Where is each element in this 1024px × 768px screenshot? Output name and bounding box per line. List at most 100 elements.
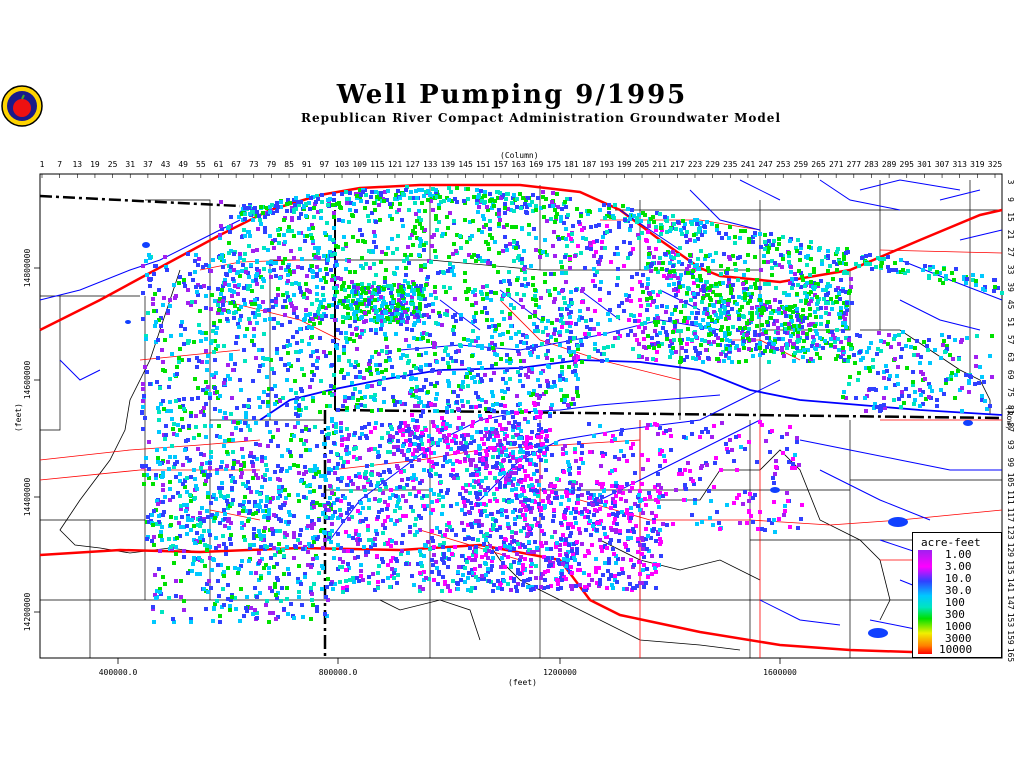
pumping-cell [283, 363, 287, 367]
pumping-cell [751, 338, 755, 342]
pumping-cell [151, 605, 155, 609]
pumping-cell [197, 359, 201, 363]
pumping-cell [195, 365, 199, 369]
pumping-cell [569, 310, 573, 314]
pumping-cell [722, 252, 726, 256]
pumping-cell [504, 509, 508, 513]
pumping-cell [795, 346, 799, 350]
pumping-cell [663, 252, 667, 256]
pumping-cell [200, 462, 204, 466]
pumping-cell [885, 369, 889, 373]
pumping-cell [523, 202, 527, 206]
pumping-cell [518, 192, 522, 196]
pumping-cell [537, 305, 541, 309]
pumping-cell [163, 255, 167, 259]
pumping-cell [190, 397, 194, 401]
pumping-cell [690, 311, 694, 315]
pumping-cell [431, 508, 435, 512]
pumping-cell [506, 582, 510, 586]
pumping-cell [167, 385, 171, 389]
pumping-cell [345, 483, 349, 487]
pumping-cell [520, 261, 524, 265]
pumping-cell [500, 297, 504, 301]
pumping-cell [637, 342, 641, 346]
pumping-cell [162, 510, 166, 514]
column-tick-label: 235 [723, 160, 738, 169]
pumping-cell [142, 482, 146, 486]
pumping-cell [168, 400, 172, 404]
pumping-cell [342, 299, 346, 303]
pumping-cell [288, 343, 292, 347]
pumping-cell [400, 294, 404, 298]
pumping-cell [893, 383, 897, 387]
pumping-cell [231, 277, 235, 281]
pumping-cell [511, 428, 515, 432]
pumping-cell [367, 283, 371, 287]
column-tick-label: 217 [670, 160, 685, 169]
pumping-cell [395, 247, 399, 251]
pumping-cell [407, 261, 411, 265]
pumping-cell [372, 397, 376, 401]
pumping-cell [581, 236, 585, 240]
pumping-cell [368, 369, 372, 373]
pumping-cell [205, 548, 209, 552]
pumping-cell [328, 250, 332, 254]
pumping-cell [600, 246, 604, 250]
pumping-cell [353, 387, 357, 391]
pumping-cell [801, 319, 805, 323]
pumping-cell [281, 396, 285, 400]
pumping-cell [356, 363, 360, 367]
pumping-cell [197, 556, 201, 560]
pumping-cell [222, 574, 226, 578]
pumping-cell [563, 255, 567, 259]
pumping-cell [480, 344, 484, 348]
pumping-cell [350, 549, 354, 553]
pumping-cell [273, 585, 277, 589]
pumping-cell [499, 196, 503, 200]
pumping-cell [267, 512, 271, 516]
pumping-cell [428, 547, 432, 551]
pumping-cell [205, 368, 209, 372]
pumping-cell [477, 519, 481, 523]
pumping-cell [605, 230, 609, 234]
pumping-cell [392, 571, 396, 575]
pumping-cell [268, 497, 272, 501]
pumping-cell [422, 504, 426, 508]
pumping-cell [222, 344, 226, 348]
pumping-cell [708, 327, 712, 331]
pumping-cell [795, 292, 799, 296]
pumping-cell [380, 323, 384, 327]
pumping-cell [466, 289, 470, 293]
pumping-cell [712, 340, 716, 344]
pumping-cell [174, 545, 178, 549]
column-tick-label: 229 [705, 160, 720, 169]
pumping-cell [152, 309, 156, 313]
pumping-cell [596, 349, 600, 353]
pumping-cell [270, 299, 274, 303]
pumping-cell [444, 290, 448, 294]
pumping-cell [584, 237, 588, 241]
pumping-cell [719, 272, 723, 276]
pumping-cell [384, 485, 388, 489]
pumping-cell [381, 531, 385, 535]
pumping-cell [371, 572, 375, 576]
pumping-cell [378, 363, 382, 367]
pumping-cell [790, 277, 794, 281]
pumping-cell [677, 260, 681, 264]
pumping-cell [731, 341, 735, 345]
pumping-cell [419, 553, 423, 557]
pumping-cell [463, 259, 467, 263]
pumping-cell [447, 548, 451, 552]
pumping-cell [335, 452, 339, 456]
pumping-cell [341, 315, 345, 319]
pumping-cell [939, 388, 943, 392]
pumping-cell [417, 353, 421, 357]
pumping-cell [343, 288, 347, 292]
pumping-cell [448, 211, 452, 215]
pumping-cell [593, 347, 597, 351]
pumping-cell [398, 425, 402, 429]
pumping-cell [383, 519, 387, 523]
pumping-cell [522, 293, 526, 297]
pumping-cell [278, 505, 282, 509]
pumping-cell [660, 267, 664, 271]
